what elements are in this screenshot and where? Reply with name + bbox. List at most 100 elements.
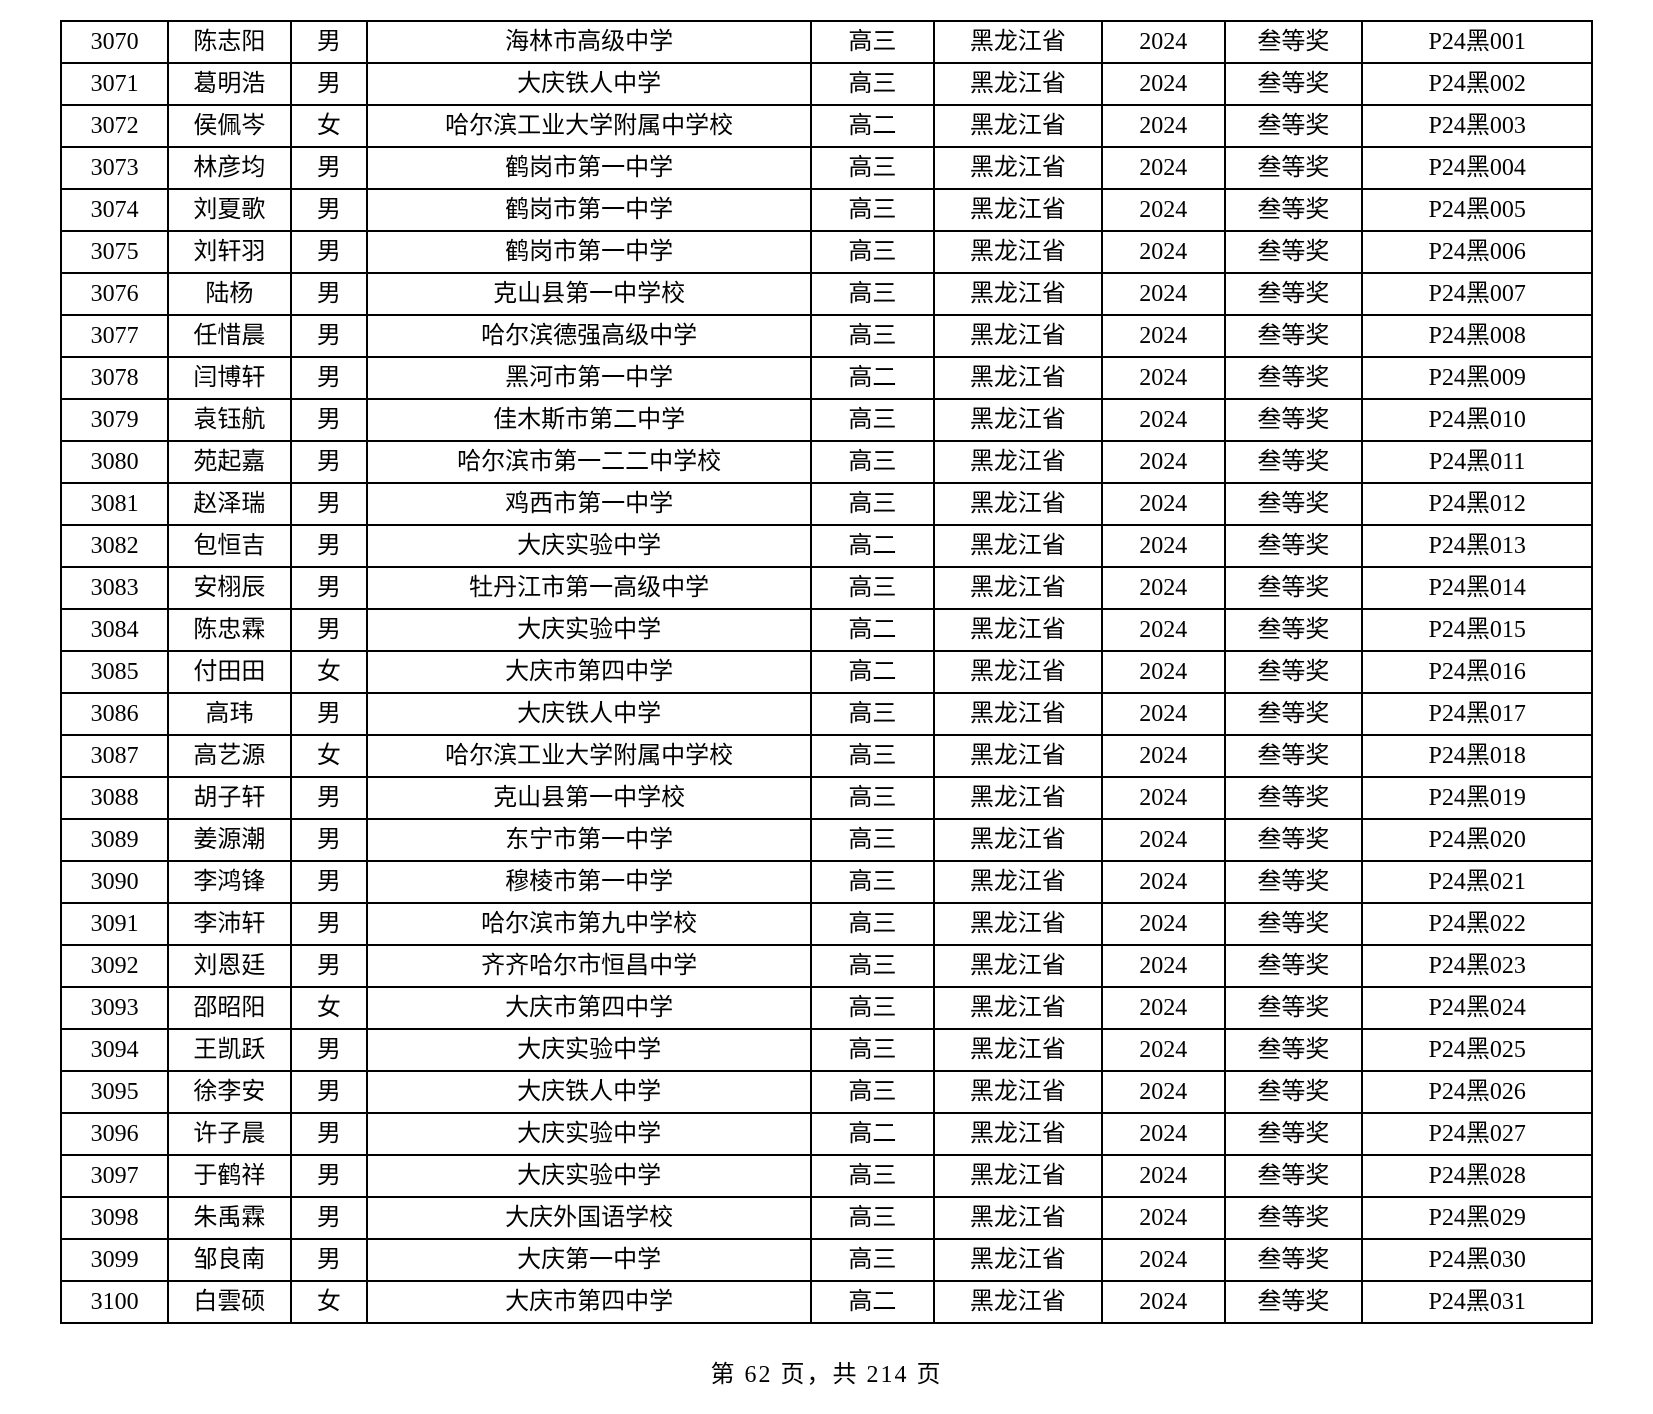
table-row: 3090李鸿锋男穆棱市第一中学高三黑龙江省2024叁等奖P24黑021 xyxy=(61,861,1592,903)
cell-year: 2024 xyxy=(1102,1155,1224,1197)
cell-award: 叁等奖 xyxy=(1225,945,1363,987)
table-row: 3096许子晨男大庆实验中学高二黑龙江省2024叁等奖P24黑027 xyxy=(61,1113,1592,1155)
table-row: 3098朱禹霖男大庆外国语学校高三黑龙江省2024叁等奖P24黑029 xyxy=(61,1197,1592,1239)
table-row: 3071葛明浩男大庆铁人中学高三黑龙江省2024叁等奖P24黑002 xyxy=(61,63,1592,105)
cell-school: 穆棱市第一中学 xyxy=(367,861,811,903)
cell-award: 叁等奖 xyxy=(1225,819,1363,861)
cell-school: 佳木斯市第二中学 xyxy=(367,399,811,441)
cell-grade: 高三 xyxy=(811,903,933,945)
cell-name: 白雲硕 xyxy=(168,1281,290,1323)
cell-gender: 男 xyxy=(291,693,368,735)
cell-year: 2024 xyxy=(1102,357,1224,399)
cell-gender: 男 xyxy=(291,1197,368,1239)
cell-year: 2024 xyxy=(1102,693,1224,735)
cell-school: 大庆市第四中学 xyxy=(367,651,811,693)
cell-year: 2024 xyxy=(1102,567,1224,609)
cell-award: 叁等奖 xyxy=(1225,441,1363,483)
cell-name: 李沛轩 xyxy=(168,903,290,945)
cell-code: P24黑001 xyxy=(1362,21,1592,63)
cell-year: 2024 xyxy=(1102,273,1224,315)
cell-gender: 女 xyxy=(291,987,368,1029)
award-table: 3070陈志阳男海林市高级中学高三黑龙江省2024叁等奖P24黑0013071葛… xyxy=(60,20,1593,1324)
cell-year: 2024 xyxy=(1102,147,1224,189)
table-row: 3091李沛轩男哈尔滨市第九中学校高三黑龙江省2024叁等奖P24黑022 xyxy=(61,903,1592,945)
cell-school: 哈尔滨市第九中学校 xyxy=(367,903,811,945)
cell-gender: 男 xyxy=(291,525,368,567)
cell-grade: 高三 xyxy=(811,567,933,609)
cell-gender: 男 xyxy=(291,819,368,861)
cell-school: 哈尔滨工业大学附属中学校 xyxy=(367,105,811,147)
cell-code: P24黑021 xyxy=(1362,861,1592,903)
cell-name: 邹良南 xyxy=(168,1239,290,1281)
table-row: 3084陈忠霖男大庆实验中学高二黑龙江省2024叁等奖P24黑015 xyxy=(61,609,1592,651)
cell-gender: 男 xyxy=(291,21,368,63)
table-row: 3079袁钰航男佳木斯市第二中学高三黑龙江省2024叁等奖P24黑010 xyxy=(61,399,1592,441)
cell-grade: 高三 xyxy=(811,819,933,861)
cell-award: 叁等奖 xyxy=(1225,525,1363,567)
cell-year: 2024 xyxy=(1102,63,1224,105)
cell-gender: 男 xyxy=(291,399,368,441)
cell-school: 大庆实验中学 xyxy=(367,1029,811,1071)
cell-gender: 男 xyxy=(291,777,368,819)
table-row: 3095徐李安男大庆铁人中学高三黑龙江省2024叁等奖P24黑026 xyxy=(61,1071,1592,1113)
cell-gender: 男 xyxy=(291,273,368,315)
cell-school: 东宁市第一中学 xyxy=(367,819,811,861)
cell-index: 3078 xyxy=(61,357,168,399)
cell-school: 齐齐哈尔市恒昌中学 xyxy=(367,945,811,987)
cell-name: 任惜晨 xyxy=(168,315,290,357)
cell-code: P24黑023 xyxy=(1362,945,1592,987)
table-row: 3089姜源潮男东宁市第一中学高三黑龙江省2024叁等奖P24黑020 xyxy=(61,819,1592,861)
cell-gender: 男 xyxy=(291,1239,368,1281)
cell-award: 叁等奖 xyxy=(1225,861,1363,903)
cell-school: 克山县第一中学校 xyxy=(367,777,811,819)
cell-index: 3080 xyxy=(61,441,168,483)
cell-province: 黑龙江省 xyxy=(934,651,1102,693)
cell-code: P24黑022 xyxy=(1362,903,1592,945)
cell-name: 刘夏歌 xyxy=(168,189,290,231)
table-row: 3093邵昭阳女大庆市第四中学高三黑龙江省2024叁等奖P24黑024 xyxy=(61,987,1592,1029)
cell-year: 2024 xyxy=(1102,777,1224,819)
cell-name: 高艺源 xyxy=(168,735,290,777)
cell-index: 3086 xyxy=(61,693,168,735)
cell-award: 叁等奖 xyxy=(1225,1155,1363,1197)
cell-grade: 高三 xyxy=(811,1239,933,1281)
cell-year: 2024 xyxy=(1102,525,1224,567)
table-row: 3080苑起嘉男哈尔滨市第一二二中学校高三黑龙江省2024叁等奖P24黑011 xyxy=(61,441,1592,483)
cell-index: 3070 xyxy=(61,21,168,63)
cell-grade: 高三 xyxy=(811,1029,933,1071)
cell-grade: 高三 xyxy=(811,273,933,315)
cell-grade: 高二 xyxy=(811,1281,933,1323)
cell-gender: 男 xyxy=(291,147,368,189)
cell-award: 叁等奖 xyxy=(1225,231,1363,273)
cell-index: 3095 xyxy=(61,1071,168,1113)
cell-code: P24黑019 xyxy=(1362,777,1592,819)
cell-province: 黑龙江省 xyxy=(934,777,1102,819)
cell-year: 2024 xyxy=(1102,483,1224,525)
cell-name: 袁钰航 xyxy=(168,399,290,441)
cell-grade: 高三 xyxy=(811,735,933,777)
cell-school: 鹤岗市第一中学 xyxy=(367,147,811,189)
cell-name: 付田田 xyxy=(168,651,290,693)
cell-code: P24黑007 xyxy=(1362,273,1592,315)
cell-code: P24黑026 xyxy=(1362,1071,1592,1113)
cell-code: P24黑014 xyxy=(1362,567,1592,609)
cell-school: 哈尔滨工业大学附属中学校 xyxy=(367,735,811,777)
cell-province: 黑龙江省 xyxy=(934,819,1102,861)
cell-name: 胡子轩 xyxy=(168,777,290,819)
cell-grade: 高三 xyxy=(811,945,933,987)
cell-grade: 高三 xyxy=(811,483,933,525)
cell-index: 3092 xyxy=(61,945,168,987)
table-row: 3078闫博轩男黑河市第一中学高二黑龙江省2024叁等奖P24黑009 xyxy=(61,357,1592,399)
cell-province: 黑龙江省 xyxy=(934,21,1102,63)
cell-index: 3077 xyxy=(61,315,168,357)
cell-grade: 高二 xyxy=(811,105,933,147)
cell-code: P24黑028 xyxy=(1362,1155,1592,1197)
cell-award: 叁等奖 xyxy=(1225,315,1363,357)
cell-school: 大庆铁人中学 xyxy=(367,693,811,735)
cell-award: 叁等奖 xyxy=(1225,105,1363,147)
table-row: 3094王凯跃男大庆实验中学高三黑龙江省2024叁等奖P24黑025 xyxy=(61,1029,1592,1071)
cell-province: 黑龙江省 xyxy=(934,231,1102,273)
cell-award: 叁等奖 xyxy=(1225,1071,1363,1113)
cell-gender: 男 xyxy=(291,441,368,483)
cell-name: 徐李安 xyxy=(168,1071,290,1113)
